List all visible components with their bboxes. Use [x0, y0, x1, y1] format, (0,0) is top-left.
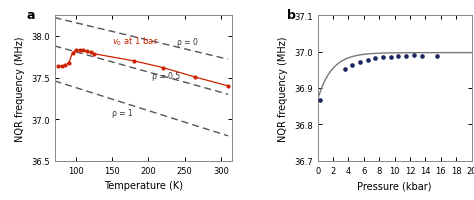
Point — [364, 59, 372, 63]
Point — [372, 58, 379, 61]
Y-axis label: NQR frequency (MHz): NQR frequency (MHz) — [279, 36, 289, 141]
Point — [58, 65, 65, 69]
Point — [159, 67, 167, 70]
Point — [387, 56, 394, 59]
Text: ρ = 1: ρ = 1 — [112, 108, 133, 117]
Point — [224, 85, 232, 88]
Point — [402, 55, 410, 58]
Point — [348, 64, 356, 68]
Point — [356, 62, 364, 65]
Point — [410, 54, 418, 57]
Point — [76, 49, 83, 52]
Text: $v_0$ at 1 bar: $v_0$ at 1 bar — [112, 35, 159, 47]
Point — [91, 53, 98, 56]
Point — [433, 55, 441, 58]
Point — [83, 50, 91, 53]
Text: ρ = 0: ρ = 0 — [177, 38, 198, 47]
Point — [316, 98, 324, 102]
Point — [80, 50, 87, 53]
Point — [65, 62, 73, 65]
Point — [73, 49, 80, 52]
Text: b: b — [287, 9, 296, 22]
Point — [130, 60, 138, 63]
Point — [87, 51, 94, 54]
Text: a: a — [26, 9, 35, 22]
Point — [55, 65, 62, 69]
Point — [341, 68, 348, 71]
Point — [379, 56, 387, 60]
Point — [191, 76, 199, 79]
Y-axis label: NQR frequency (MHz): NQR frequency (MHz) — [16, 36, 26, 141]
Point — [62, 64, 69, 67]
Point — [69, 52, 76, 55]
X-axis label: Temperature (K): Temperature (K) — [103, 180, 182, 190]
Point — [395, 55, 402, 58]
Point — [418, 55, 425, 58]
Text: ρ = 0.5: ρ = 0.5 — [152, 72, 180, 81]
X-axis label: Pressure (kbar): Pressure (kbar) — [357, 180, 432, 190]
